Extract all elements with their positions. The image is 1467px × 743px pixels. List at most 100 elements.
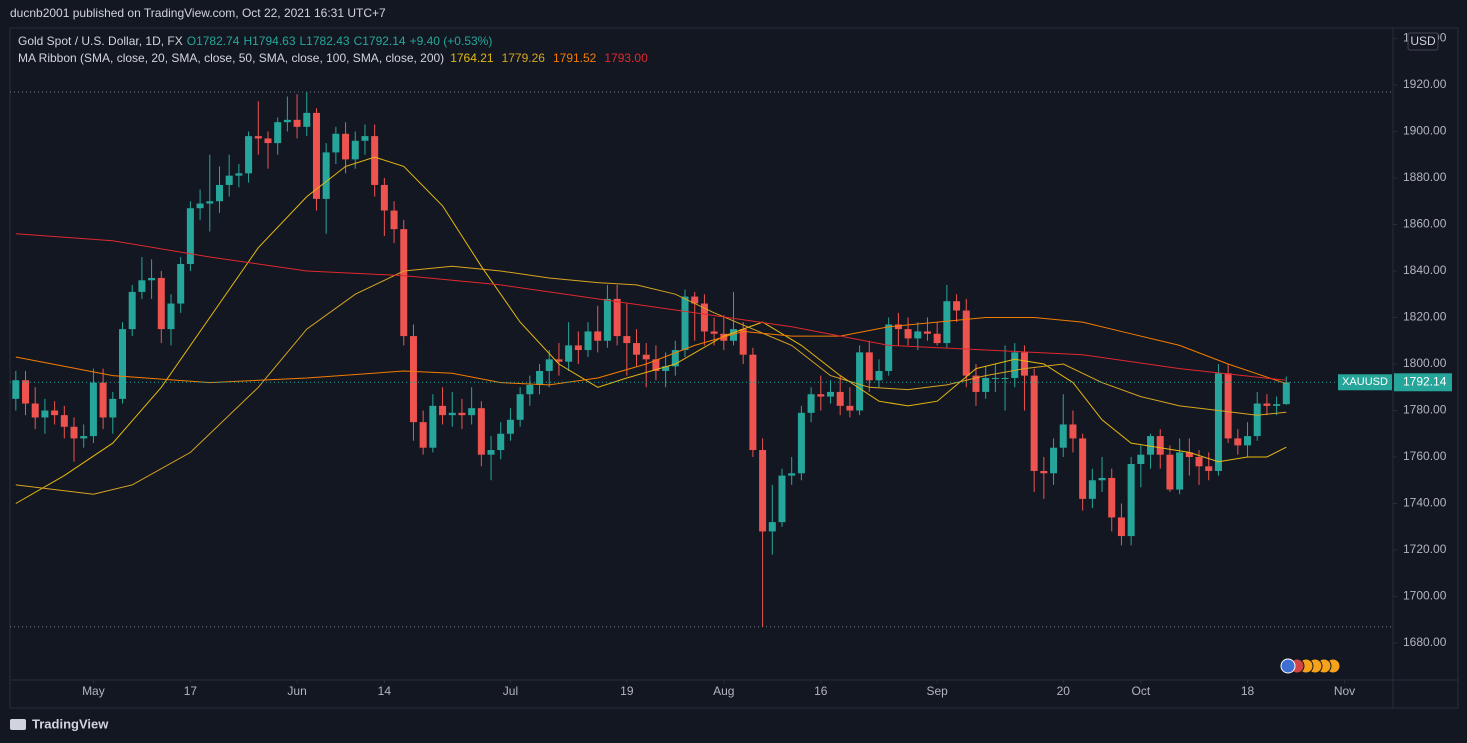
- candle-body: [60, 415, 68, 427]
- candle-body: [1011, 352, 1019, 378]
- ma-line: [15, 233, 1287, 381]
- candle-body: [361, 136, 369, 141]
- x-tick-label: Jul: [503, 684, 518, 698]
- candle-body: [817, 394, 825, 397]
- candle-body: [448, 412, 456, 416]
- x-tick-label: 14: [378, 684, 392, 698]
- candle-body: [312, 112, 320, 199]
- candle-body: [70, 426, 78, 439]
- candle-body: [1137, 454, 1145, 464]
- currency-box: [1407, 32, 1439, 51]
- candle-body: [1050, 447, 1058, 474]
- candle-body: [526, 384, 534, 395]
- candle-body: [31, 403, 39, 418]
- candle-body: [206, 201, 214, 204]
- x-tick-label: Nov: [1334, 684, 1355, 698]
- candle-body: [1273, 404, 1281, 406]
- candle-body: [516, 394, 524, 420]
- candle-body: [739, 329, 747, 355]
- candle-body: [807, 394, 815, 413]
- y-tick-label: 1800.00: [1403, 356, 1447, 370]
- candle-body: [894, 324, 902, 330]
- candle-body: [409, 336, 417, 423]
- candle-body: [51, 410, 59, 416]
- candle-body: [429, 405, 437, 448]
- y-tick-label: 1860.00: [1403, 217, 1447, 231]
- ma-line: [15, 317, 1287, 386]
- candle-body: [633, 343, 641, 355]
- x-tick-label: Sep: [926, 684, 948, 698]
- ticker-box: [1338, 374, 1392, 391]
- candle-body: [1098, 477, 1106, 481]
- candle-body: [497, 433, 505, 451]
- y-tick-label: 1780.00: [1403, 403, 1447, 417]
- candle-body: [99, 382, 107, 418]
- candle-body: [22, 380, 30, 404]
- candle-body: [1214, 373, 1222, 471]
- candle-body: [991, 377, 999, 379]
- candle-body: [128, 291, 136, 330]
- candle-body: [148, 277, 156, 281]
- y-tick-label: 1840.00: [1403, 263, 1447, 277]
- candle-body: [186, 208, 194, 265]
- candle-body: [1185, 452, 1193, 458]
- candle-body: [923, 331, 931, 334]
- ohlc-value: H1794.63: [243, 34, 295, 48]
- last-price: 1792.14: [1403, 374, 1447, 388]
- candle-body: [1156, 436, 1164, 455]
- candle-body: [1234, 438, 1242, 446]
- candle-body: [914, 331, 922, 339]
- candle-body: [681, 296, 689, 351]
- ma-title: MA Ribbon (SMA, close, 20, SMA, close, 5…: [18, 51, 444, 65]
- candle-body: [468, 408, 476, 416]
- ma-value: 1791.52: [553, 51, 597, 65]
- candle-body: [1166, 454, 1174, 490]
- candle-body: [1088, 480, 1096, 499]
- candle-body: [759, 450, 767, 532]
- candle-body: [342, 133, 350, 160]
- candle-body: [671, 350, 679, 367]
- candle-body: [1253, 403, 1261, 437]
- candle-body: [167, 303, 175, 330]
- candle-body: [89, 382, 97, 437]
- candle-body: [691, 296, 699, 304]
- candle-body: [119, 329, 127, 399]
- candle-body: [574, 345, 582, 351]
- candle-body: [565, 345, 573, 362]
- event-icons: [1280, 658, 1341, 674]
- plot: [10, 91, 1393, 628]
- symbol: Gold Spot / U.S. Dollar, 1D, FX: [18, 34, 183, 48]
- legend: Gold Spot / U.S. Dollar, 1D, FX O1782.74 H…: [18, 34, 648, 65]
- candle-body: [109, 398, 117, 418]
- candle-body: [215, 184, 223, 202]
- candle-body: [264, 138, 272, 144]
- candle-body: [943, 301, 951, 344]
- candle-body: [836, 391, 844, 406]
- ma-line: [15, 156, 1287, 504]
- candle-body: [778, 475, 786, 523]
- candle-body: [283, 119, 291, 123]
- logo-icon: [10, 719, 26, 730]
- candle-body: [1127, 463, 1135, 537]
- candle-body: [584, 331, 592, 351]
- ohlc-value: L1782.43: [300, 34, 350, 48]
- candle-body: [458, 412, 466, 416]
- candle-body: [274, 122, 282, 144]
- candle-body: [1244, 436, 1252, 446]
- candle-body: [642, 354, 650, 360]
- candle-body: [1030, 375, 1038, 471]
- candle-body: [1224, 373, 1232, 439]
- ohlc-value: +9.40 (+0.53%): [410, 34, 493, 48]
- candle-body: [303, 112, 311, 127]
- x-tick-label: 19: [620, 684, 634, 698]
- candle-body: [1069, 424, 1077, 439]
- candle-body: [371, 136, 379, 185]
- candle-body: [245, 136, 253, 174]
- candle-body: [177, 264, 185, 304]
- candle-body: [332, 133, 340, 153]
- footer: TradingView: [32, 716, 109, 731]
- candle-body: [322, 152, 330, 199]
- candle-body: [846, 405, 854, 411]
- ma-line: [15, 265, 1287, 495]
- candle-body: [138, 280, 146, 292]
